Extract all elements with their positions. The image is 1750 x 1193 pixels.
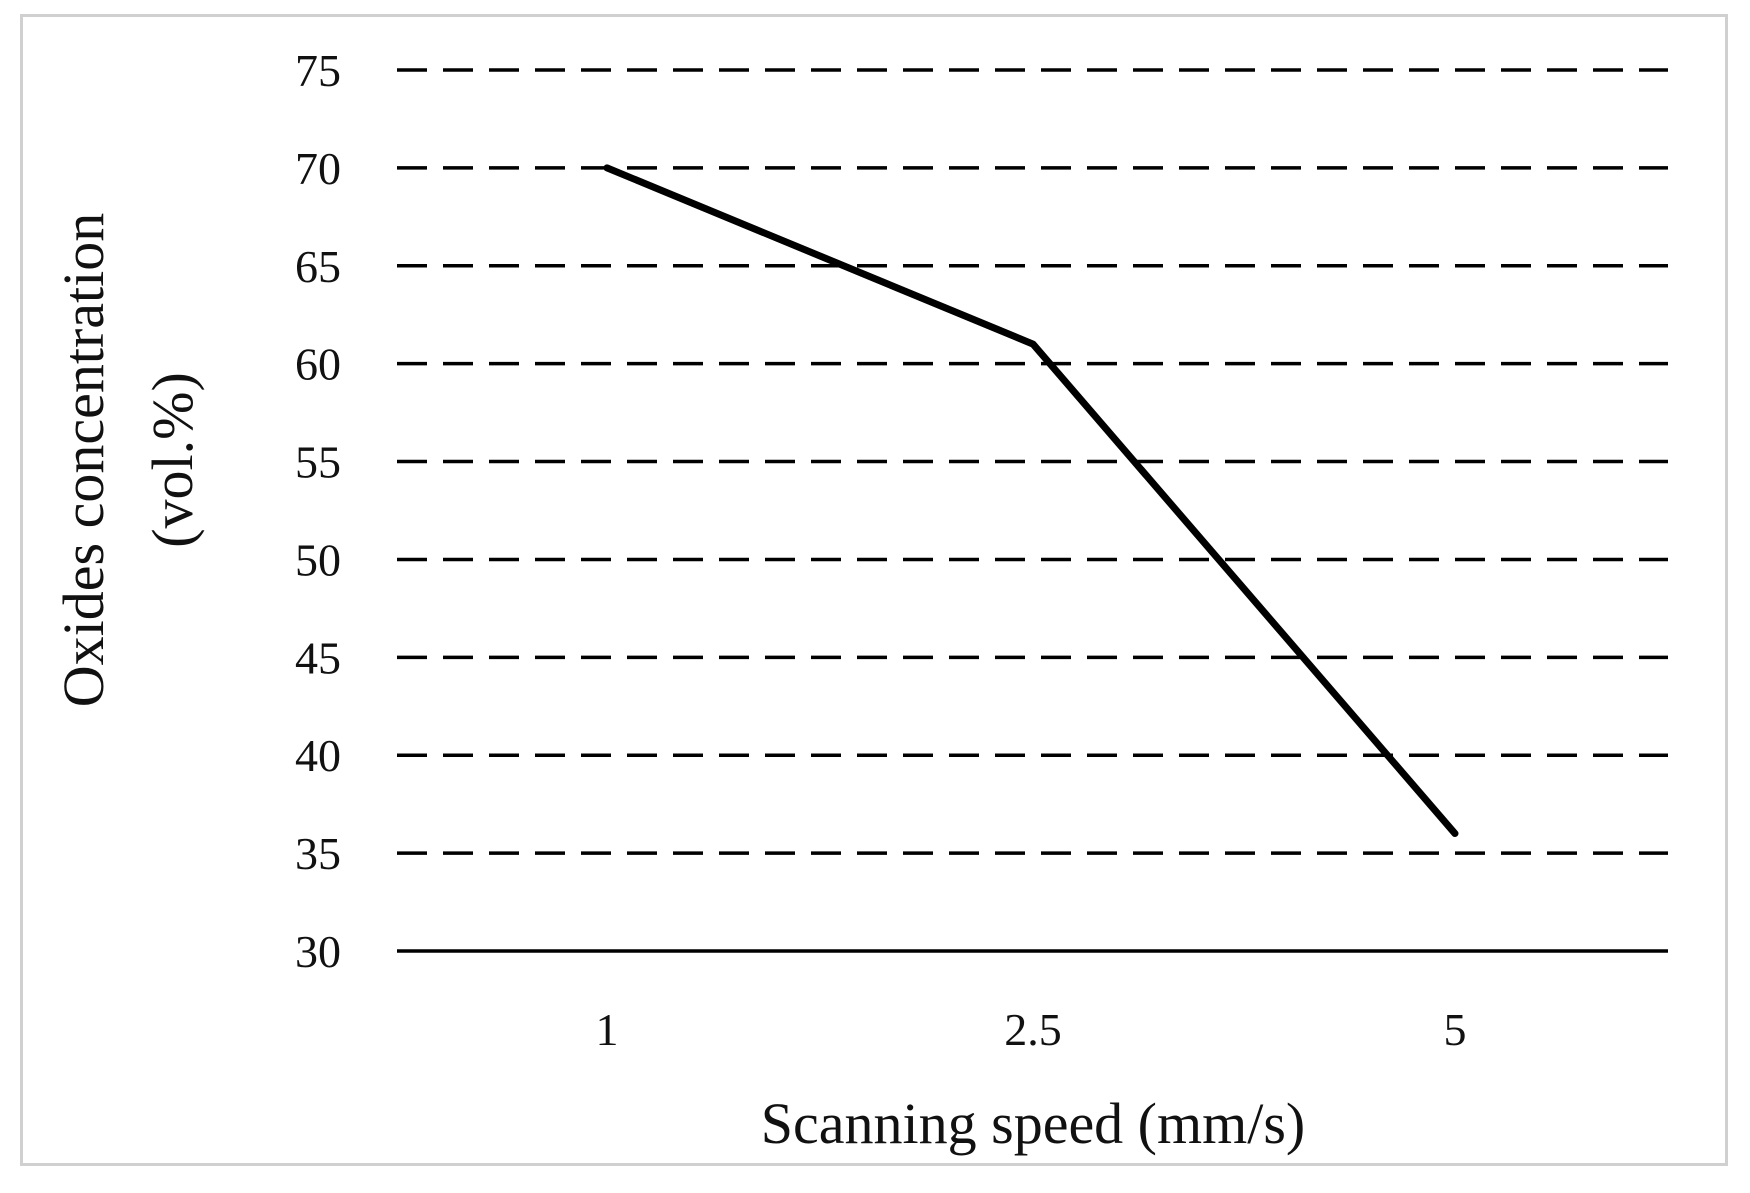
y-tick-labels: 30 35 40 45 50 55 60 65 70 75 [295, 45, 341, 977]
y-tick-label: 35 [295, 828, 341, 879]
chart-frame [20, 14, 1728, 1166]
series-line [603, 164, 1459, 838]
x-tick-labels: 1 2.5 5 [596, 1004, 1467, 1055]
y-tick-label: 50 [295, 534, 341, 585]
y-tick-label: 55 [295, 437, 341, 488]
y-tick-label: 45 [295, 632, 341, 683]
y-tick-label: 65 [295, 241, 341, 292]
y-tick-label: 30 [295, 926, 341, 977]
x-tick-label: 5 [1444, 1004, 1467, 1055]
y-tick-label: 60 [295, 339, 341, 390]
y-tick-label: 75 [295, 45, 341, 96]
x-tick-label: 1 [596, 1004, 619, 1055]
x-tick-label: 2.5 [1004, 1004, 1062, 1055]
y-tick-label: 70 [295, 143, 341, 194]
x-axis-title: Scanning speed (mm/s) [761, 1091, 1305, 1156]
y-axis-title: Oxides concentration (vol.%) [51, 213, 205, 707]
series [603, 164, 1459, 838]
y-axis-title-line2: (vol.%) [140, 372, 205, 548]
y-tick-label: 40 [295, 730, 341, 781]
y-axis-title-line1: Oxides concentration [51, 213, 116, 707]
gridlines [397, 68, 1668, 855]
